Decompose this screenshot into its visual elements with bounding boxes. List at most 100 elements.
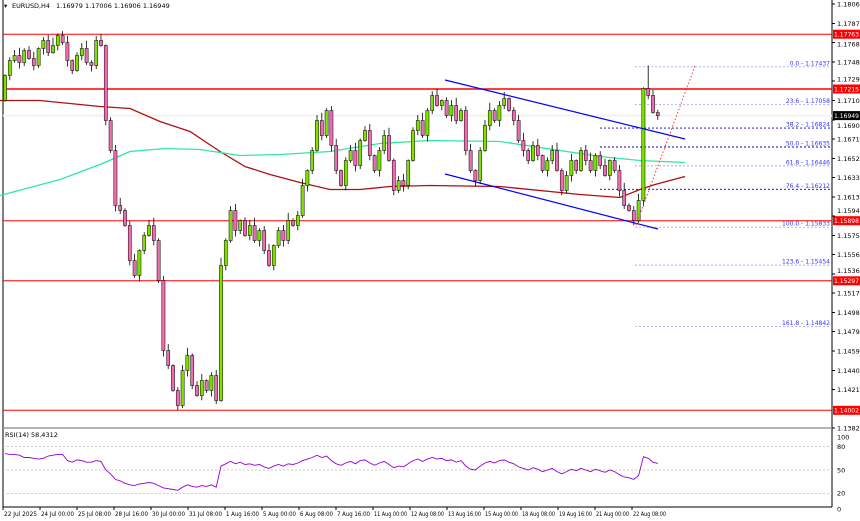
- bear-candle: [262, 230, 267, 251]
- bear-candle: [391, 160, 396, 191]
- bear-candle: [473, 170, 478, 181]
- price-tick-label: 1.17680: [837, 41, 860, 49]
- price-tag-label: 1.15297: [834, 277, 859, 285]
- bear-candle: [108, 120, 113, 151]
- bear-candle: [468, 150, 473, 171]
- bear-candle: [646, 88, 651, 96]
- fib-level-label: 38.2 - 1.16824: [786, 122, 830, 129]
- bear-candle: [574, 160, 579, 171]
- price-tick-label: 1.15560: [837, 251, 860, 259]
- bear-candle: [103, 45, 108, 121]
- bear-candle: [583, 150, 588, 161]
- bear-candle: [559, 170, 564, 191]
- bear-candle: [603, 165, 607, 176]
- fib-level-label: 0.0 - 1.17437: [790, 60, 831, 67]
- price-tick-label: 1.14400: [837, 367, 860, 375]
- bull-candle: [305, 170, 310, 186]
- bull-candle: [180, 370, 185, 406]
- bear-candle: [267, 250, 271, 266]
- fib-trend-line[interactable]: [635, 65, 696, 226]
- bear-candle: [622, 190, 627, 206]
- bull-candle: [79, 48, 84, 56]
- bull-candle: [12, 55, 17, 61]
- bear-candle: [156, 240, 161, 281]
- fibonacci-levels[interactable]: 0.0 - 1.17437 23.6 - 1.17058 38.2 - 1.1682…: [600, 60, 832, 327]
- price-tag-label: 1.14002: [834, 407, 859, 415]
- bear-candle: [507, 98, 511, 111]
- channel-upper-line[interactable]: [444, 79, 686, 140]
- bear-candle: [463, 110, 468, 151]
- bull-candle: [55, 35, 60, 46]
- fib-level-label: 76.4 - 1.16212: [786, 183, 830, 190]
- price-tick-label: 1.13825: [837, 424, 860, 432]
- bear-candle: [132, 260, 137, 276]
- time-tick-label: 12 Aug 08:00: [411, 510, 444, 518]
- time-tick-label: 5 Aug 00:00: [263, 510, 296, 518]
- bull-candle: [459, 110, 463, 121]
- bull-candle: [564, 175, 569, 191]
- bull-candle: [199, 380, 204, 396]
- price-tick-label: 1.15175: [837, 289, 860, 297]
- bear-candle: [166, 350, 171, 366]
- ohlc-readout: 1.16979 1.17006 1.16906 1.16949: [56, 2, 170, 10]
- bear-candle: [175, 390, 180, 406]
- time-tick-label: 21 Aug 00:00: [596, 510, 629, 518]
- price-tag: [833, 216, 860, 226]
- time-tick-label: 31 Jul 08:00: [189, 510, 222, 518]
- bull-candle: [641, 88, 646, 201]
- bull-candle: [425, 110, 430, 136]
- bear-candle: [233, 210, 238, 231]
- bull-candle: [382, 135, 387, 151]
- time-tick-label: 15 Aug 00:00: [485, 510, 518, 518]
- bear-candle: [60, 35, 65, 43]
- price-axis[interactable]: 1.16949 1.18065 1.17870 1.17680 1.17485 1.172…: [832, 0, 860, 432]
- bear-candle: [127, 225, 132, 261]
- price-tick-label: 1.17295: [837, 75, 860, 83]
- bull-candle: [430, 95, 435, 111]
- bull-candle: [415, 120, 420, 131]
- bear-candle: [190, 355, 195, 386]
- bull-candle: [209, 375, 214, 391]
- time-tick-label: 1 Aug 16:00: [226, 510, 259, 518]
- bear-candle: [214, 375, 219, 401]
- bear-candle: [113, 150, 118, 206]
- time-tick-label: 7 Aug 16:00: [337, 510, 370, 518]
- price-tag-label: 1.15898: [834, 217, 859, 225]
- bull-candle: [636, 200, 641, 221]
- bear-candle: [46, 40, 51, 53]
- bear-candle: [631, 210, 636, 221]
- bull-candle: [363, 130, 367, 141]
- bull-candle: [271, 245, 276, 266]
- bear-candle: [511, 110, 516, 121]
- bear-candle: [454, 105, 459, 121]
- collapse-arrow-icon[interactable]: ▾: [4, 2, 8, 10]
- bear-candle: [387, 135, 391, 161]
- bull-candle: [607, 160, 612, 176]
- trendlines[interactable]: [444, 65, 696, 230]
- bear-candle: [118, 205, 123, 211]
- price-tick-label: 1.15945: [837, 207, 860, 215]
- bear-candle: [243, 220, 247, 236]
- bull-candle: [497, 105, 502, 121]
- bull-candle: [22, 50, 27, 63]
- channel-lower-line[interactable]: [444, 173, 659, 230]
- time-axis[interactable]: 22 Jul 2025 24 Jul 00:00 25 Jul 08:00 28 Ju…: [2, 507, 666, 518]
- bear-candle: [598, 155, 603, 166]
- price-tag: [833, 276, 860, 286]
- bull-candle: [51, 45, 55, 53]
- bull-candle: [295, 215, 300, 226]
- rsi-panel: 100 80 50 20 0 RSI(14) 58.4312: [3, 431, 849, 513]
- bear-candle: [401, 180, 406, 186]
- bull-candle: [41, 40, 46, 49]
- price-tick-label: 1.16135: [837, 193, 860, 201]
- bear-candle: [526, 150, 531, 161]
- rsi-label: RSI(14) 58.4312: [5, 431, 58, 439]
- time-tick-label: 28 Jul 16:00: [115, 510, 148, 518]
- bull-candle: [550, 150, 555, 161]
- bull-candle: [257, 230, 262, 241]
- price-tick-label: 1.16520: [837, 155, 860, 163]
- support-resistance-lines[interactable]: 1.17763 1.17215 1.15898 1.15297 1.14002: [3, 29, 860, 415]
- bull-candle: [276, 230, 281, 246]
- rsi-tick-label: 80: [837, 443, 845, 451]
